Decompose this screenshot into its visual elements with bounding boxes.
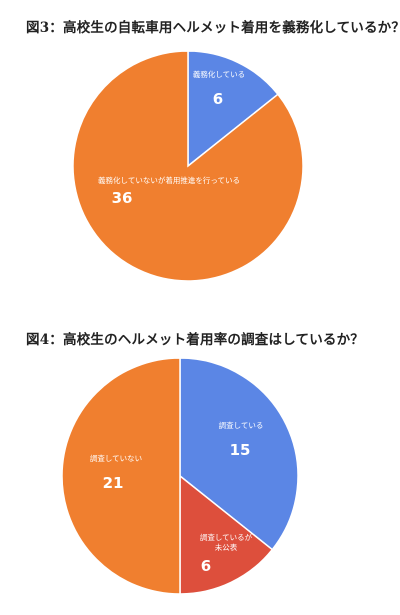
slice-label: 調査しているが [200,532,253,542]
pie-slice [179,474,274,595]
slice-label: 未公表 [215,542,238,552]
slice-value: 6 [213,90,223,108]
figure-4: 図4：高校生のヘルメット着用率の調査はしているか？ 調査している 15 調査している… [0,300,400,615]
pie-slice [61,357,181,595]
slice-label: 義務化している [193,69,245,79]
figure-3: 図3：高校生の自転車用ヘルメット着用を義務化しているか？ 義務化している 6 義務化… [0,0,400,300]
slice-value: 6 [201,557,211,575]
pie-slice [179,357,299,551]
pie-slice [72,50,304,282]
slice-value: 21 [103,474,124,492]
slice-label: 調査していない [90,453,142,463]
slice-label: 調査している [219,420,264,430]
chart-title: 図3：高校生の自転車用ヘルメット着用を義務化しているか？ [26,20,400,36]
slice-value: 36 [112,189,133,207]
slice-label: 義務化していないが着用推進を行っている [98,175,240,185]
chart-title: 図4：高校生のヘルメット着用率の調査はしているか？ [26,332,364,348]
slice-value: 15 [230,441,251,459]
pie-slice [187,50,279,168]
pie-chart-figure-3: 義務化している 6 義務化していないが着用推進を行っている 36 [72,50,304,282]
